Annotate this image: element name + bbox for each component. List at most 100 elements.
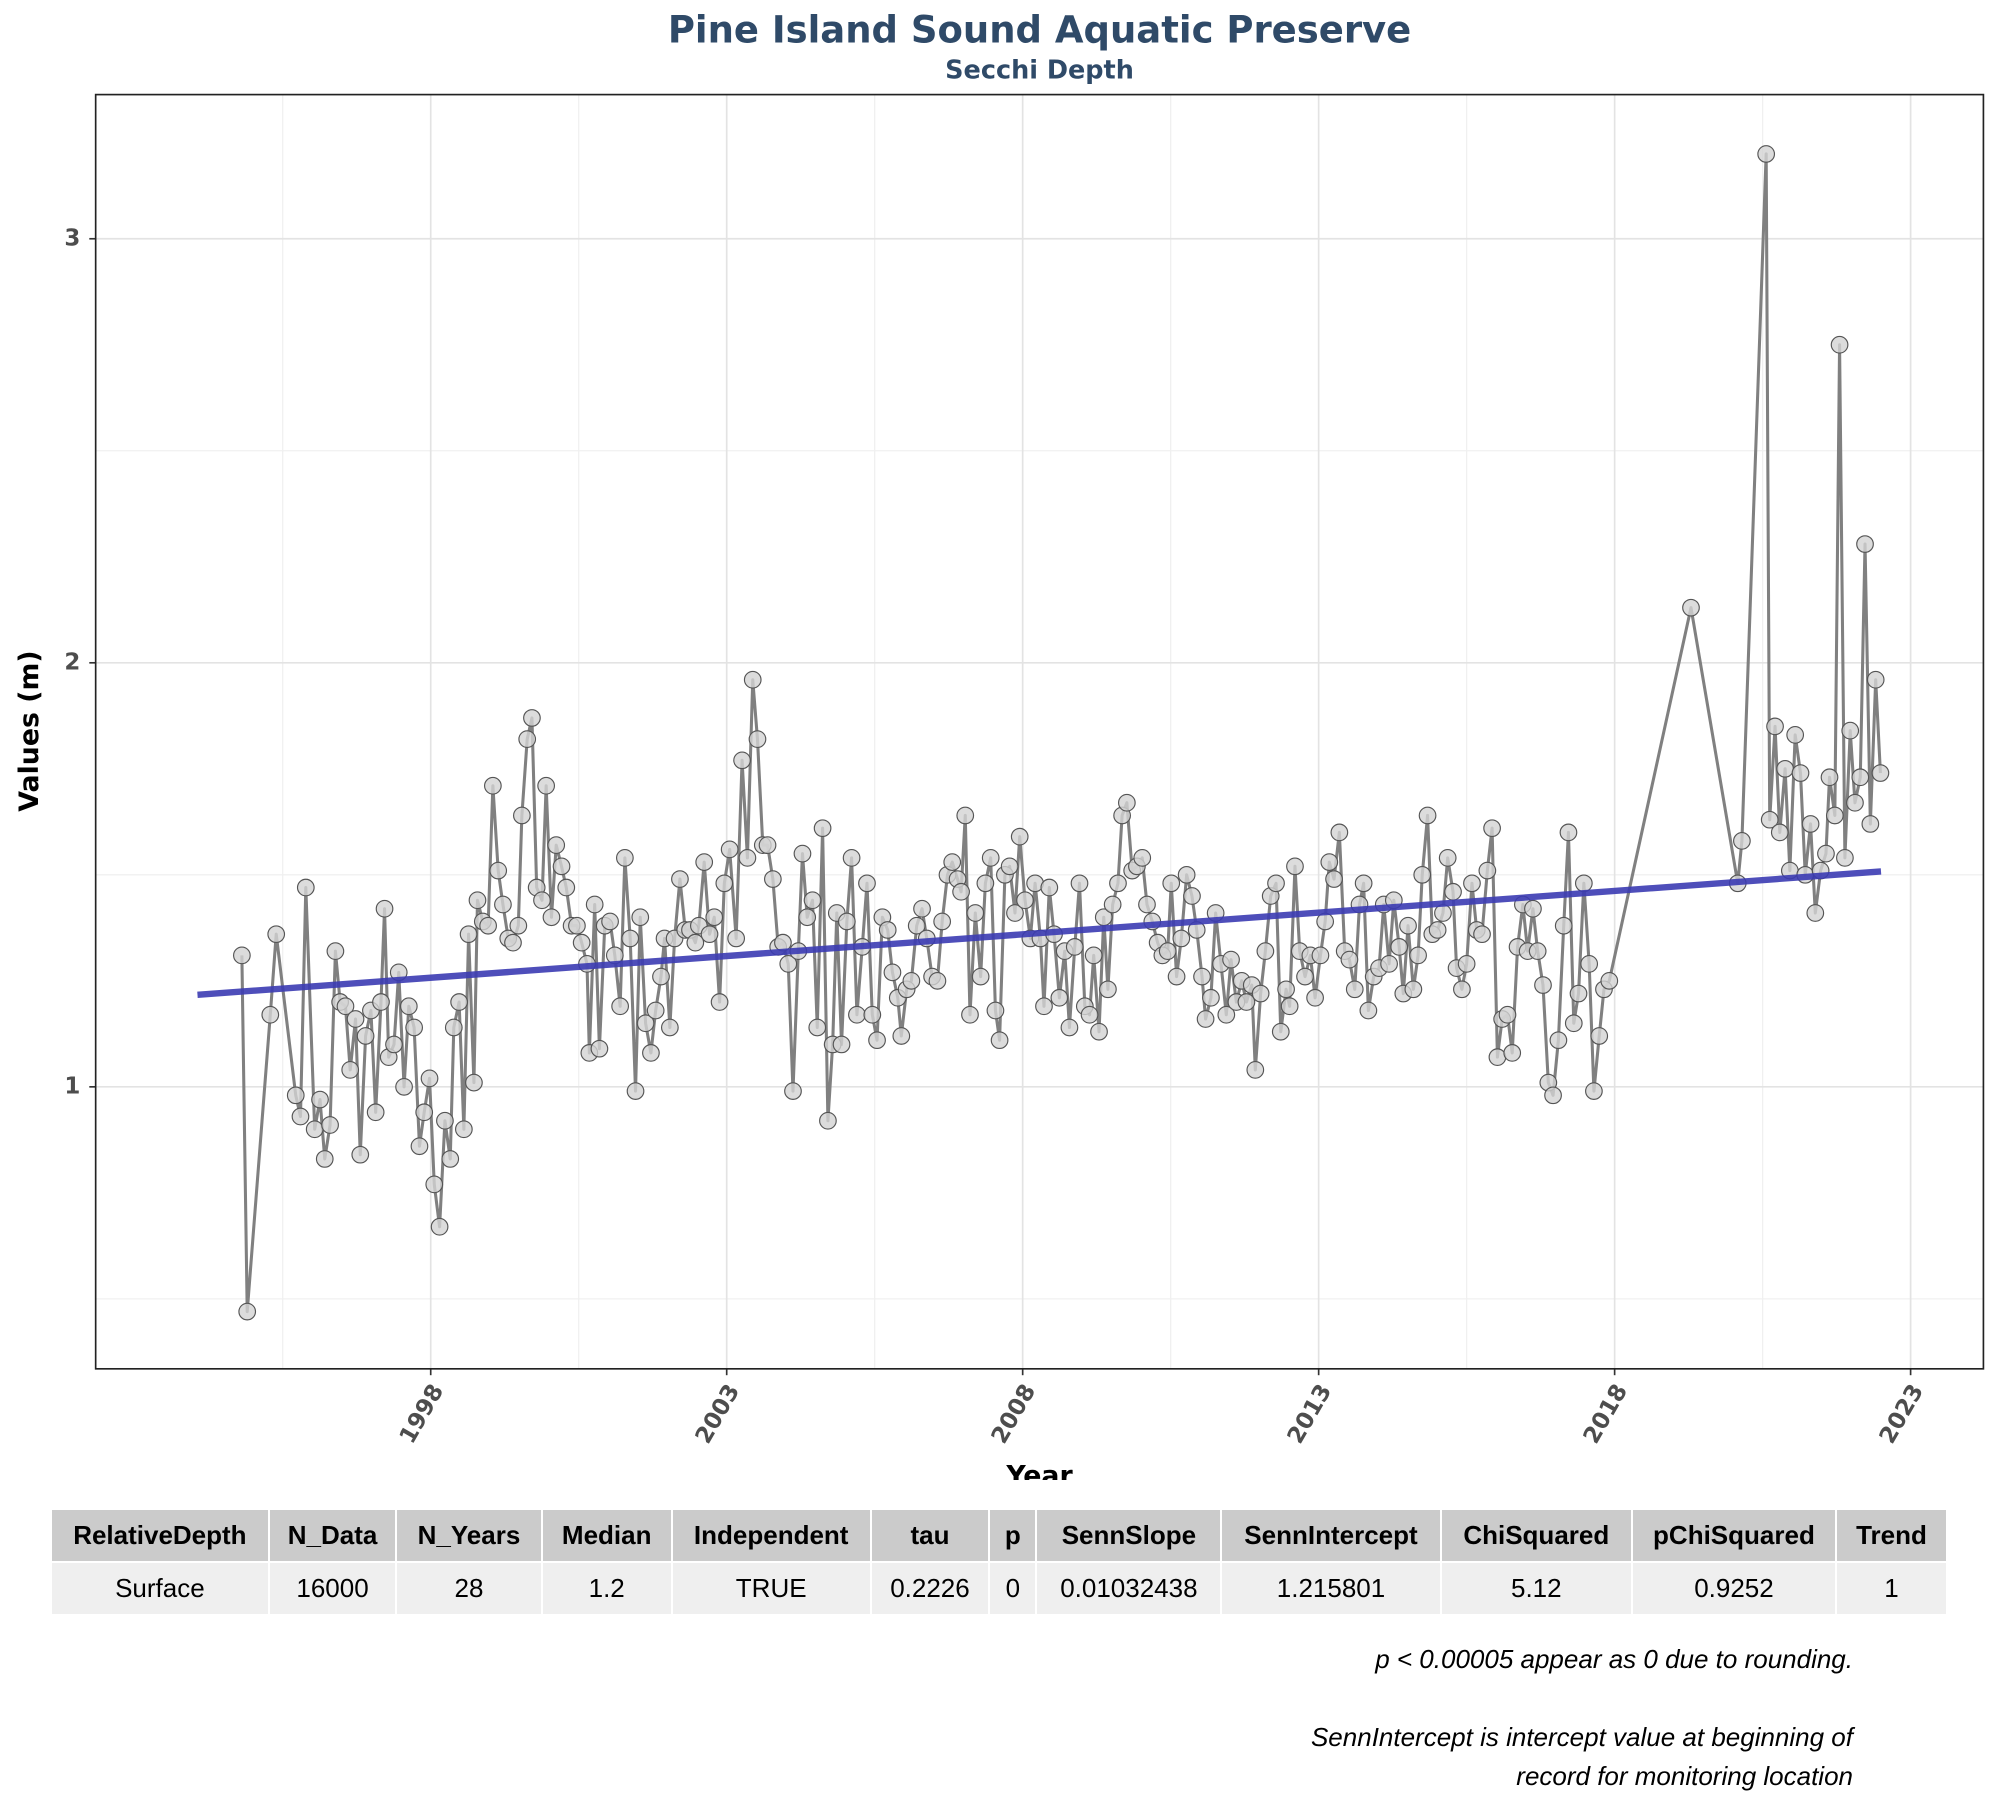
data-point	[372, 993, 390, 1011]
data-point	[1770, 823, 1789, 842]
chart-title: Pine Island Sound Aquatic Preserve	[668, 9, 1411, 52]
data-point	[1600, 971, 1619, 990]
data-point	[315, 1150, 334, 1168]
data-point	[779, 955, 798, 973]
data-point	[336, 997, 355, 1016]
data-point	[572, 933, 591, 952]
chart-subtitle: Secchi Depth	[945, 56, 1134, 86]
data-point	[1016, 891, 1034, 910]
x-tick-label: 2023	[1875, 1380, 1929, 1448]
data-point	[1801, 815, 1820, 833]
data-point	[784, 1082, 802, 1100]
data-point	[1296, 967, 1314, 986]
data-point	[986, 1001, 1005, 1020]
x-axis-title: Year	[1005, 1461, 1073, 1480]
data-point	[733, 751, 751, 770]
data-point	[748, 730, 767, 748]
data-point	[430, 1217, 449, 1236]
data-point	[542, 908, 561, 927]
data-point	[1418, 806, 1437, 825]
data-point	[261, 1005, 280, 1024]
data-point	[642, 1044, 660, 1062]
data-point	[518, 730, 537, 748]
data-point	[1438, 848, 1457, 867]
data-point	[1177, 865, 1196, 884]
data-point	[636, 1014, 655, 1033]
data-point	[1040, 878, 1059, 897]
table-cell: 16000	[268, 1562, 398, 1616]
data-point	[1050, 988, 1069, 1007]
data-point	[1820, 768, 1839, 787]
data-point	[819, 1111, 837, 1130]
data-point	[902, 971, 921, 990]
data-point	[1280, 997, 1299, 1016]
data-point	[494, 895, 512, 914]
note: p < 0.00005 appear as 0 due to rounding.	[1375, 1644, 1853, 1674]
x-tick-label: 2018	[1579, 1380, 1633, 1448]
data-point	[1138, 895, 1156, 914]
data-point	[489, 861, 508, 880]
data-point	[1682, 598, 1700, 617]
data-point	[537, 776, 556, 795]
data-point	[1202, 988, 1220, 1007]
data-point	[1549, 1031, 1568, 1050]
data-point	[395, 1077, 413, 1096]
header-cell: Trend	[1835, 1510, 1949, 1563]
table-cell: 5.12	[1440, 1562, 1633, 1616]
data-point	[660, 1018, 679, 1037]
data-point	[1217, 1005, 1236, 1024]
data-point	[484, 776, 502, 795]
data-point	[238, 1302, 257, 1321]
data-point	[291, 1107, 310, 1126]
plot-border	[94, 93, 1985, 1370]
y-axis-title: Values (m)	[14, 650, 45, 811]
data-point	[956, 806, 975, 825]
header-row: RelativeDepth N_Data N_Years Median Independ…	[52, 1510, 1949, 1563]
data-point	[1836, 848, 1854, 867]
data-point	[808, 1018, 827, 1037]
data-point	[868, 1031, 886, 1050]
data-point	[1080, 1005, 1099, 1024]
data-point	[1399, 916, 1417, 935]
data-point	[1503, 1044, 1522, 1062]
data-point	[385, 1035, 403, 1054]
data-point	[267, 925, 286, 944]
data-point	[743, 670, 762, 689]
data-point	[286, 1086, 305, 1105]
data-point	[366, 1103, 385, 1122]
table-cell: 0.01032438	[1036, 1562, 1223, 1616]
data-point	[1841, 721, 1860, 740]
data-point	[1856, 535, 1874, 553]
data-point	[1825, 806, 1844, 825]
header-cell: tau	[870, 1510, 991, 1563]
data-point	[1757, 145, 1776, 163]
data-point	[415, 1103, 434, 1122]
header-cell: N_Data	[268, 1510, 398, 1563]
data-point	[1453, 980, 1471, 999]
data-point	[686, 933, 705, 952]
data-point	[375, 899, 394, 918]
data-point	[1196, 1010, 1215, 1028]
data-point	[700, 925, 719, 944]
data-point	[1817, 844, 1835, 863]
data-point	[1330, 823, 1349, 842]
x-tick-label: 2008	[987, 1380, 1041, 1448]
header-cell: N_Years	[396, 1510, 543, 1563]
data-point	[1851, 768, 1870, 787]
data-point	[1457, 955, 1476, 973]
table-body: Surface 16000 28 1.2 TRUE 0.2226 0 0.01032438 1.…	[52, 1562, 1949, 1616]
data-point	[1162, 874, 1181, 893]
data-point	[296, 878, 315, 897]
data-point	[1065, 938, 1084, 956]
x-tick-label: 2013	[1283, 1380, 1337, 1448]
table-cell: Surface	[52, 1562, 270, 1616]
data-point	[1109, 874, 1127, 893]
data-point	[1277, 980, 1295, 999]
data-point	[1246, 1061, 1265, 1079]
data-point	[616, 848, 634, 867]
data-point	[1776, 759, 1794, 778]
data-point	[1099, 980, 1117, 999]
data-point	[1380, 955, 1398, 973]
data-point	[1320, 853, 1339, 871]
data-point	[590, 1039, 609, 1058]
